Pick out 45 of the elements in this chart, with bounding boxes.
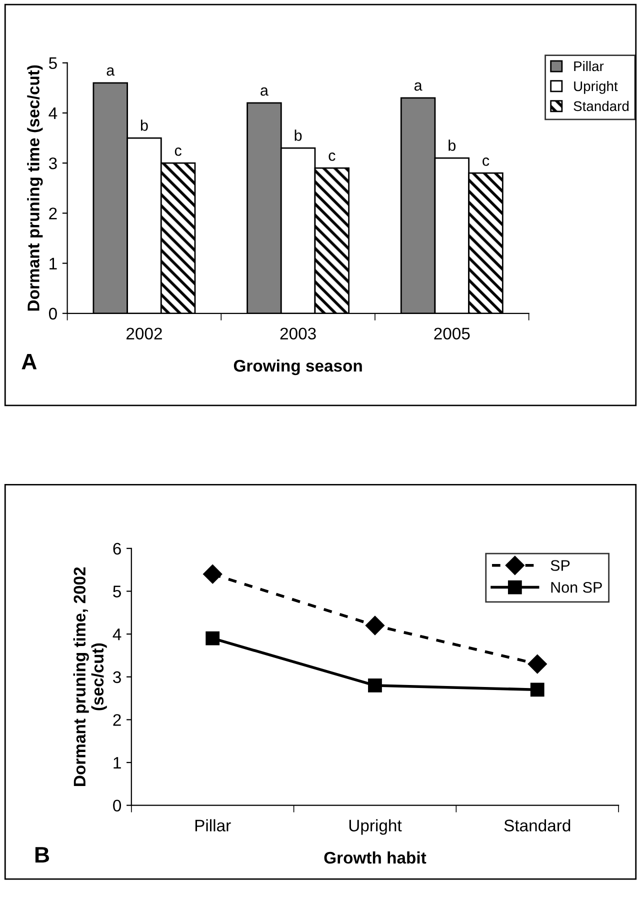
x-tick-label: 2003 bbox=[280, 328, 316, 340]
data-label: b bbox=[294, 130, 302, 141]
data-label: c bbox=[174, 148, 182, 156]
x-tick-label: Upright bbox=[349, 819, 402, 835]
x-tick-label: Pillar bbox=[195, 819, 231, 832]
y-tick-label: 5 bbox=[48, 57, 57, 70]
point bbox=[528, 654, 547, 674]
text: A bbox=[22, 354, 37, 370]
y-tick-label: 5 bbox=[113, 586, 121, 598]
x-axis-title: Growth habit bbox=[324, 851, 426, 864]
y-tick-label: 6 bbox=[113, 542, 121, 555]
data-label: c bbox=[482, 158, 490, 166]
point bbox=[368, 678, 382, 692]
point bbox=[365, 616, 385, 636]
y-tick-label: 0 bbox=[113, 800, 122, 812]
y-tick-label: 3 bbox=[48, 157, 57, 170]
y-tick-label: 1 bbox=[114, 757, 121, 769]
y-axis-title: Dormant pruning time (sec/cut) bbox=[27, 65, 43, 311]
data-label: a bbox=[414, 82, 422, 91]
x-tick-label: 2002 bbox=[126, 328, 162, 340]
legend-label: Upright bbox=[574, 80, 618, 94]
x-axis-title: Growing season bbox=[234, 359, 362, 376]
data-label: b bbox=[140, 120, 148, 131]
x-tick-label: 2005 bbox=[434, 328, 470, 340]
y-tick-label: 2 bbox=[49, 208, 57, 220]
y-tick-label: 2 bbox=[113, 714, 121, 726]
legend-label: SP bbox=[550, 560, 570, 571]
point bbox=[203, 564, 222, 584]
legend-label: Non SP bbox=[551, 582, 602, 593]
point bbox=[206, 631, 220, 646]
y-tick-label: 4 bbox=[112, 628, 122, 640]
legend-label: Standard bbox=[574, 100, 629, 112]
x-tick-label: Standard bbox=[504, 819, 570, 832]
data-label: a bbox=[106, 67, 115, 76]
data-label: c bbox=[328, 152, 336, 161]
point bbox=[530, 682, 544, 697]
legend-label: Pillar bbox=[574, 60, 604, 72]
y-tick-label: 4 bbox=[48, 108, 58, 120]
text: B bbox=[35, 847, 50, 862]
data-label: b bbox=[448, 140, 456, 151]
data-label: a bbox=[260, 87, 268, 96]
y-tick-label: 3 bbox=[113, 671, 121, 684]
y-tick-label: 0 bbox=[48, 308, 57, 320]
y-tick-label: 1 bbox=[50, 258, 57, 270]
y-axis-title: Dormant pruning time, 2002 (sec/cut) bbox=[73, 567, 107, 786]
